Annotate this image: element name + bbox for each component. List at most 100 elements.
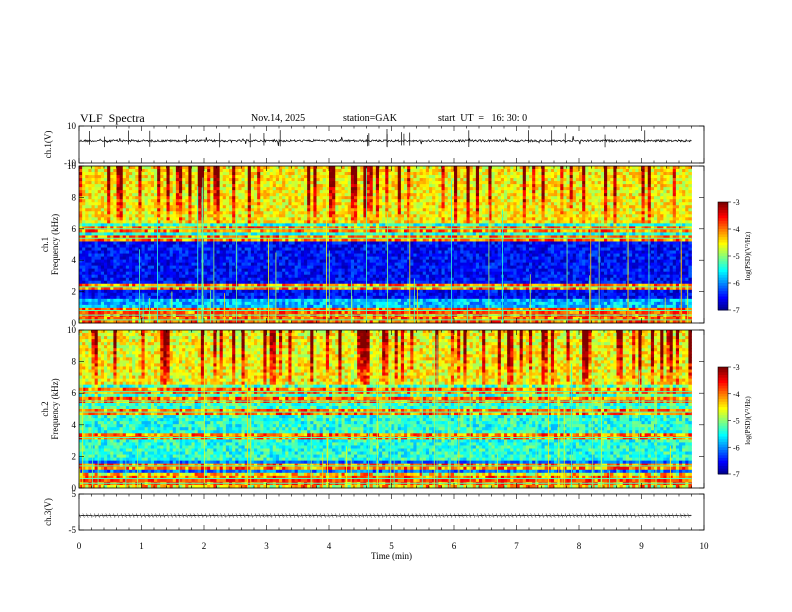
spectrogram-cell	[176, 196, 180, 199]
spectrogram-cell	[554, 190, 558, 193]
spectrogram-cell	[323, 169, 327, 172]
spectrogram-cell	[457, 169, 461, 172]
spectrogram-cell	[557, 175, 561, 178]
spectrogram-cell	[210, 196, 214, 199]
spectrogram-cell	[492, 175, 496, 178]
spectrogram-cell	[532, 187, 536, 190]
spectrogram-cell	[285, 199, 289, 202]
spectrogram-cell	[342, 193, 346, 196]
spectrogram-cell	[226, 193, 230, 196]
spectrogram-cell	[288, 175, 292, 178]
spectrogram-cell	[376, 184, 380, 187]
spectrogram-cell	[260, 196, 264, 199]
spectrogram-cell	[651, 184, 655, 187]
spectrogram-cell	[679, 166, 683, 169]
spectrogram-cell	[107, 166, 111, 169]
spectrogram-cell	[338, 175, 342, 178]
spectrogram-cell	[410, 181, 414, 184]
spectrogram-cell	[435, 169, 439, 172]
spectrogram-cell	[432, 166, 436, 169]
spectrogram-cell	[382, 175, 386, 178]
spectrogram-cell	[404, 172, 408, 175]
spectrogram-cell	[360, 172, 364, 175]
spectrogram-cell	[382, 184, 386, 187]
spectrogram-cell	[663, 172, 667, 175]
spectrogram-cell	[495, 166, 499, 169]
spectrogram-cell	[176, 187, 180, 190]
spectrogram-cell	[560, 166, 564, 169]
spectrogram-cell	[142, 175, 146, 178]
spectrogram-cell	[645, 169, 649, 172]
spectrogram-cell	[579, 169, 583, 172]
spectrogram-cell	[245, 199, 249, 202]
spectrogram-cell	[682, 190, 686, 193]
spectrogram-cell	[235, 199, 239, 202]
spectrogram-cell	[104, 190, 108, 193]
spectrogram-cell	[135, 175, 139, 178]
spectrogram-cell	[151, 187, 155, 190]
spectrogram-cell	[342, 187, 346, 190]
spectrogram-cell	[538, 178, 542, 181]
spectrogram-cell	[285, 184, 289, 187]
spectrogram-cell	[473, 181, 477, 184]
spectrogram-cell	[367, 190, 371, 193]
spectrogram-cell	[179, 190, 183, 193]
spectrogram-cell	[185, 169, 189, 172]
spectrogram-cell	[423, 175, 427, 178]
spectrogram-cell	[592, 181, 596, 184]
spectrogram-cell	[410, 190, 414, 193]
spectrogram-cell	[495, 187, 499, 190]
spectrogram-cell	[495, 175, 499, 178]
spectrogram-cell	[292, 178, 296, 181]
spectrogram-cell	[351, 184, 355, 187]
spectrogram-cell	[204, 187, 208, 190]
spectrogram-cell	[604, 166, 608, 169]
spectrogram-cell	[304, 187, 308, 190]
spectrogram-cell	[651, 172, 655, 175]
spectrogram-cell	[557, 190, 561, 193]
spectrogram-cell	[510, 193, 514, 196]
spectrogram-cell	[645, 187, 649, 190]
spectrogram-cell	[570, 184, 574, 187]
spectrogram-cell	[82, 166, 86, 169]
spectrogram-cell	[179, 193, 183, 196]
spectrogram-cell	[551, 169, 555, 172]
spectrogram-cell	[526, 196, 530, 199]
spectrogram-cell	[620, 196, 624, 199]
spectrogram-cell	[392, 187, 396, 190]
spectrogram-cell	[638, 193, 642, 196]
spectrogram-cell	[482, 184, 486, 187]
spectrogram-cell	[685, 178, 689, 181]
spectrogram-cell	[567, 169, 571, 172]
spectrogram-cell	[360, 196, 364, 199]
spectrogram-cell	[242, 190, 246, 193]
spectrogram-cell	[585, 184, 589, 187]
spectrogram-cell	[373, 193, 377, 196]
spectrogram-cell	[279, 196, 283, 199]
spectrogram-cell	[538, 172, 542, 175]
spectrogram-cell	[679, 187, 683, 190]
spectrogram-cell	[463, 187, 467, 190]
spectrogram-cell	[110, 184, 114, 187]
spectrogram-cell	[276, 172, 280, 175]
spectrogram-cell	[629, 190, 633, 193]
spectrogram-cell	[495, 169, 499, 172]
spectrogram-cell	[688, 190, 692, 193]
spectrogram-cell	[623, 184, 627, 187]
spectrogram-cell	[413, 175, 417, 178]
spectrogram-cell	[532, 175, 536, 178]
spectrogram-cell	[95, 172, 99, 175]
spectrogram-cell	[604, 181, 608, 184]
spectrogram-cell	[217, 166, 221, 169]
spectrogram-cell	[123, 172, 127, 175]
spectrogram-cell	[523, 178, 527, 181]
spectrogram-cell	[229, 181, 233, 184]
spectrogram-cell	[310, 175, 314, 178]
spectrogram-cell	[676, 175, 680, 178]
spectrogram-cell	[110, 175, 114, 178]
spectrogram-cell	[523, 166, 527, 169]
spectrogram-cell	[532, 178, 536, 181]
spectrogram-cell	[138, 175, 142, 178]
spectrogram-cell	[623, 169, 627, 172]
spectrogram-cell	[329, 187, 333, 190]
